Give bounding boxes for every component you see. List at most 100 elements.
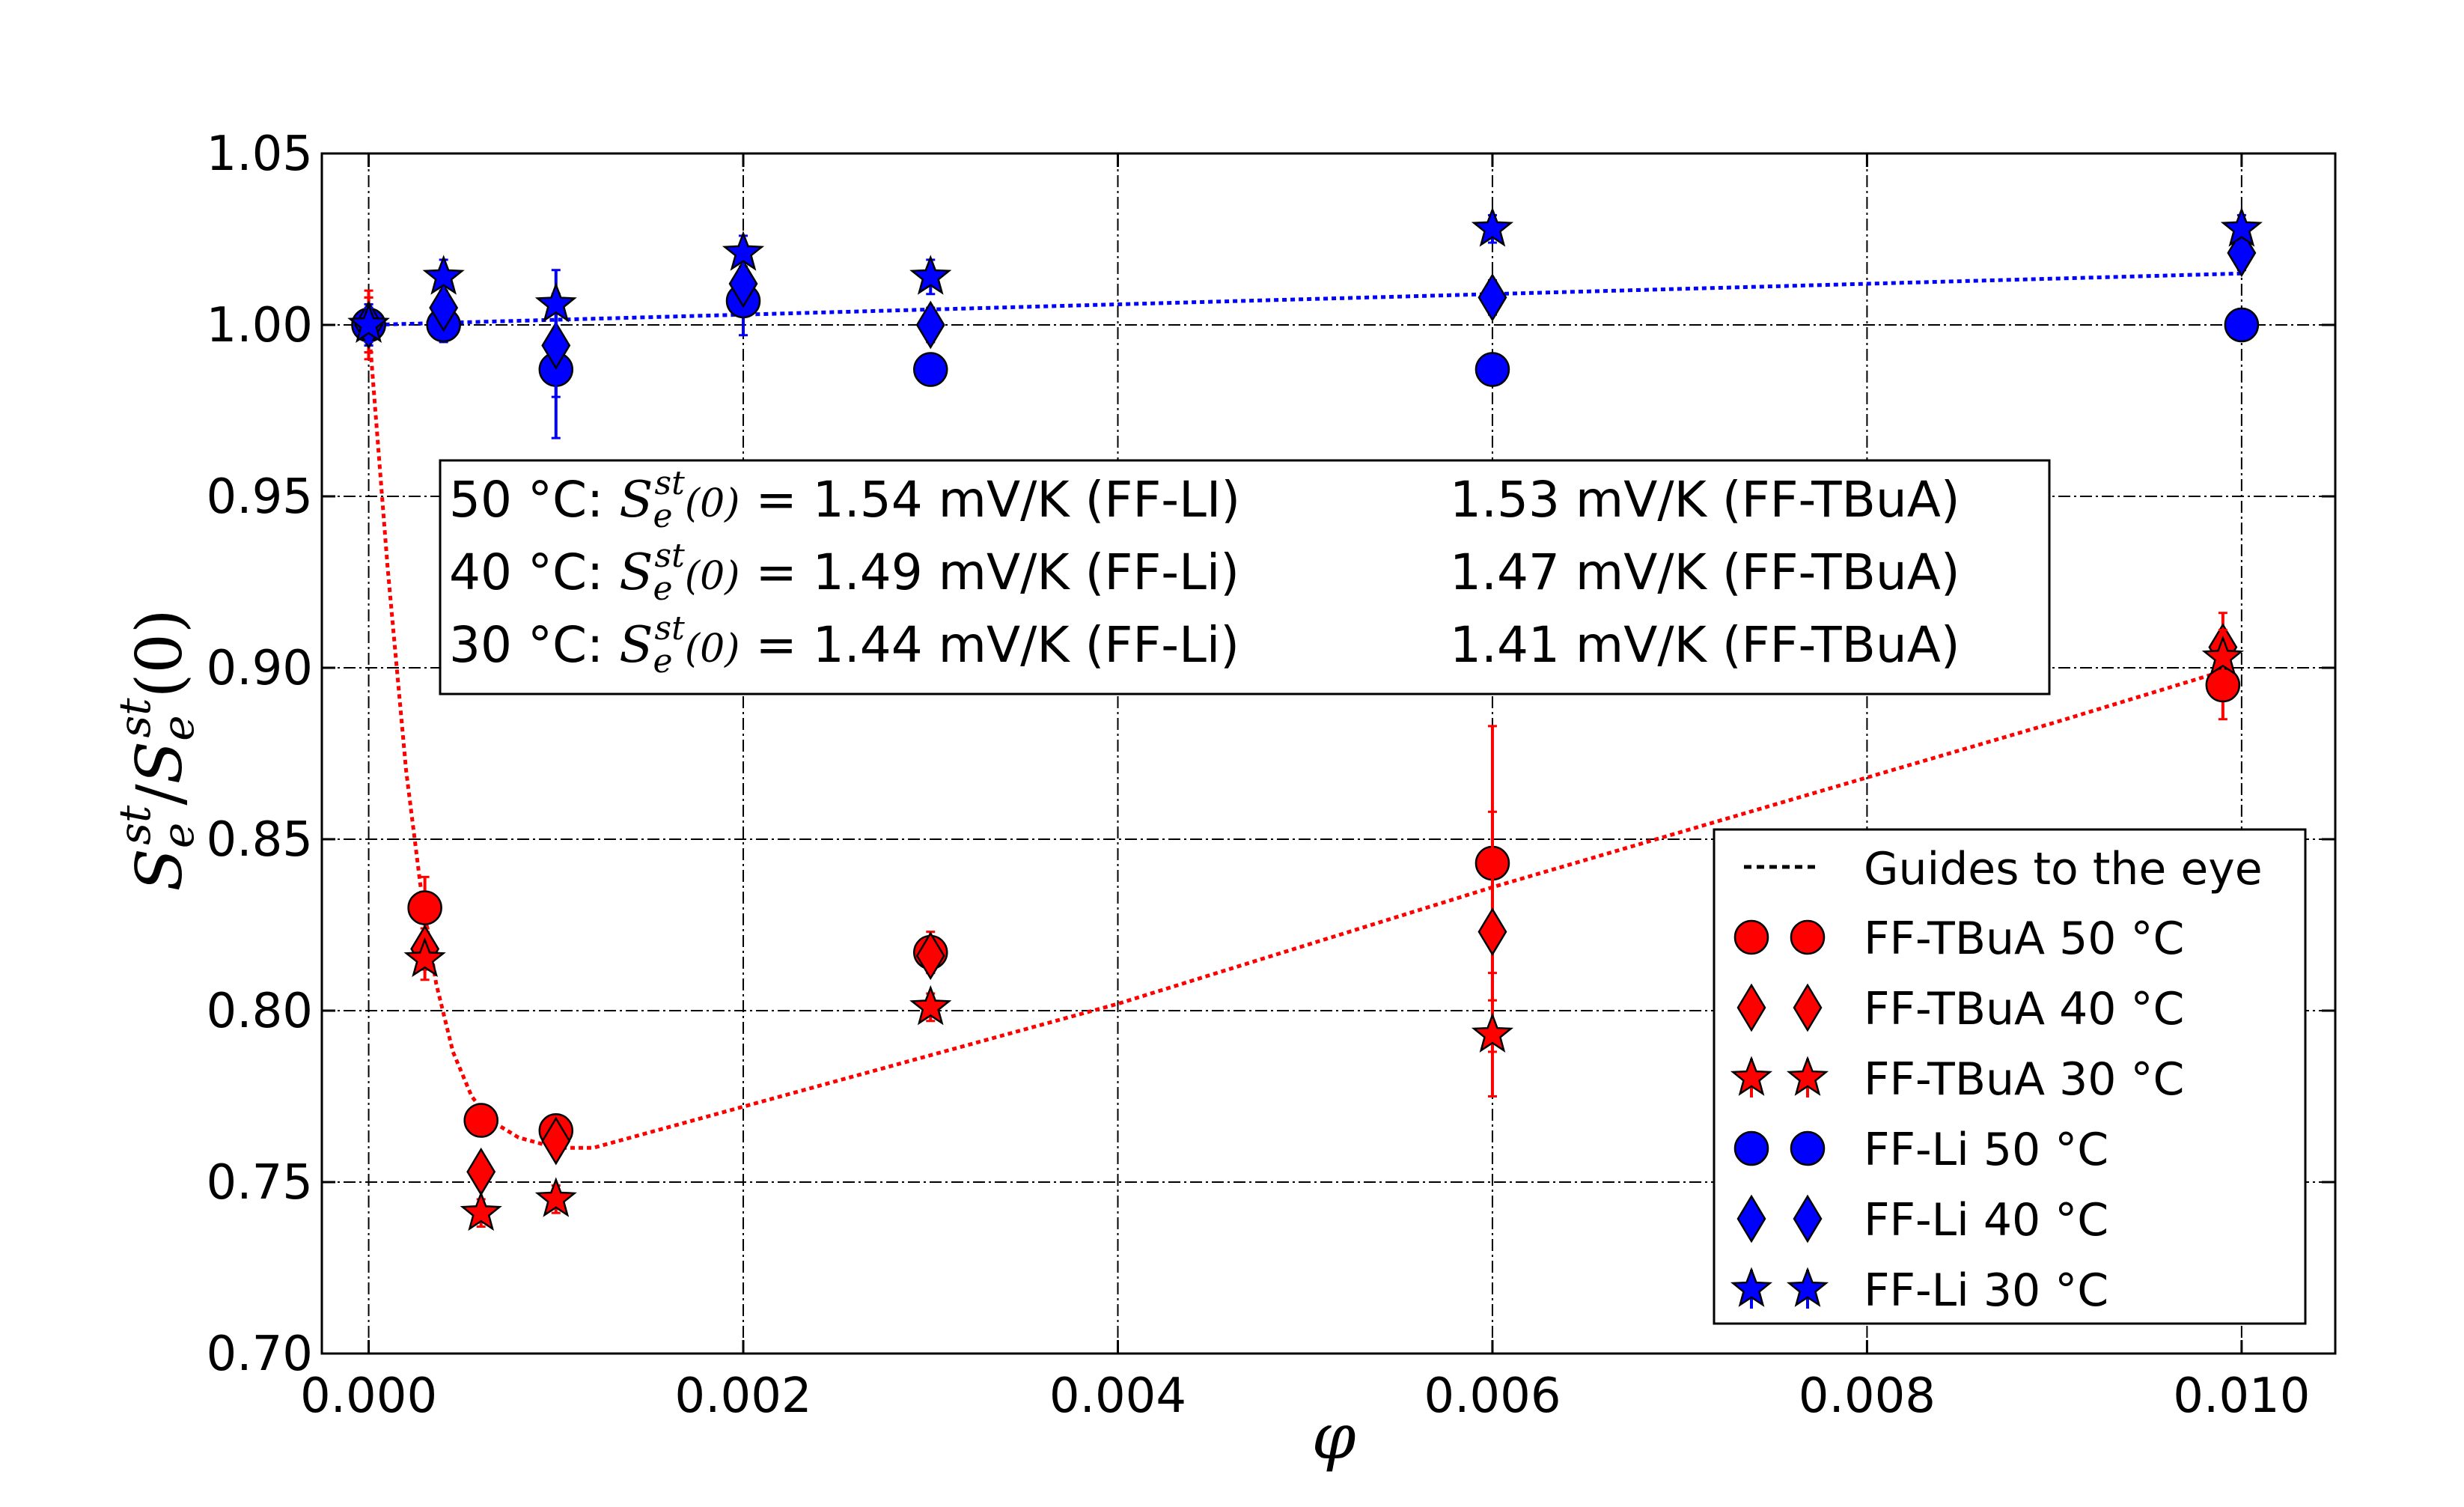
annotation-tbua: 1.41 mV/K (FF-TBuA) (1450, 616, 1960, 674)
annotation-temp: 30 °C: (449, 616, 603, 674)
x-tick-label: 0.010 (2173, 1369, 2310, 1424)
data-point-star (2220, 207, 2263, 247)
data-point-circle (913, 352, 948, 387)
data-point-star (534, 281, 577, 323)
data-point-star (909, 984, 952, 1026)
legend-marker-star (1786, 1056, 1829, 1096)
legend-marker-circle (1733, 1130, 1769, 1166)
legend-marker-star (1786, 1267, 1829, 1307)
legend-marker-diamond (1736, 983, 1766, 1032)
legend: Guides to the eye FF-TBuA 50 °C FF-TBuA 4… (1713, 828, 2307, 1325)
x-axis-label: φ (1312, 1400, 1356, 1473)
legend-entry: FF-TBuA 30 °C (1730, 1053, 2184, 1106)
data-point-diamond (915, 300, 945, 350)
data-point-diamond (1478, 273, 1507, 322)
annotation-line-50: 50 °C: Sest(0) = 1.54 mV/K (FF-LI) 1.53 … (449, 464, 1960, 535)
legend-marker-diamond (1736, 1194, 1766, 1243)
data-point-diamond (1478, 907, 1507, 957)
data-point-star (722, 231, 765, 271)
legend-marker-star (1730, 1056, 1773, 1096)
annotation-li: = 1.44 mV/K (FF-Li) (755, 616, 1239, 674)
legend-marker-star (1730, 1267, 1773, 1307)
y-label-s2: S (123, 741, 196, 785)
legend-label: FF-TBuA 40 °C (1864, 983, 2184, 1035)
annotation-temp: 50 °C: (449, 471, 603, 529)
y-label-sub1: e (153, 823, 204, 848)
legend-marker-circle (1790, 1130, 1826, 1166)
data-point-diamond (429, 283, 459, 332)
data-point-diamond (541, 321, 571, 370)
y-tick-label: 0.85 (207, 812, 314, 868)
annotation-sub: e (653, 497, 673, 535)
legend-entries: FF-TBuA 50 °C FF-TBuA 40 °C FF-TBuA 30 °C F… (1730, 913, 2184, 1317)
y-label-slash: / (123, 784, 196, 806)
y-tick-label: 0.95 (207, 469, 314, 525)
x-tick-label: 0.002 (674, 1369, 811, 1424)
legend-entry: FF-TBuA 50 °C (1733, 913, 2184, 965)
annotation-sup: st (655, 609, 686, 648)
svg-text:40 °C: Sest(0) = 1.49 mV/K (FF: 40 °C: Sest(0) = 1.49 mV/K (FF-Li) (449, 537, 1239, 608)
data-point-diamond (728, 259, 758, 308)
svg-text:50 °C: Sest(0) = 1.54 mV/K (FF: 50 °C: Sest(0) = 1.54 mV/K (FF-LI) (449, 464, 1240, 535)
annotation-symbol: S (619, 471, 653, 529)
data-point-star (460, 1190, 502, 1232)
annotation-box: 50 °C: Sest(0) = 1.54 mV/K (FF-LI) 1.53 … (439, 459, 2051, 695)
data-point-star (403, 937, 446, 978)
annotation-li: = 1.54 mV/K (FF-LI) (755, 471, 1240, 529)
annotation-line-30: 30 °C: Sest(0) = 1.44 mV/K (FF-Li) 1.41 … (449, 609, 1960, 681)
data-point-star (1471, 207, 1514, 247)
legend-entry: FF-Li 30 °C (1730, 1264, 2108, 1317)
data-point-circle (2224, 307, 2260, 343)
data-point-circle (407, 890, 442, 925)
series-ff-li-30-c (347, 207, 2263, 344)
red-guide (367, 324, 2224, 1150)
y-tick-label: 0.75 (207, 1155, 314, 1211)
legend-marker-diamond (1793, 983, 1823, 1032)
data-point-diamond (541, 1116, 571, 1166)
annotation-tbua: 1.53 mV/K (FF-TBuA) (1450, 471, 1960, 529)
y-tick-label: 0.70 (207, 1327, 314, 1382)
y-label-sup1: st (109, 805, 160, 845)
svg-text:30 °C: Sest(0) = 1.44 mV/K (FF: 30 °C: Sest(0) = 1.44 mV/K (FF-Li) (449, 609, 1239, 681)
x-tick-label: 0.008 (1799, 1369, 1936, 1424)
legend-entry: FF-TBuA 40 °C (1736, 983, 2184, 1035)
legend-label: FF-Li 50 °C (1864, 1124, 2108, 1176)
data-point-circle (1475, 352, 1510, 387)
legend-marker-circle (1733, 919, 1769, 955)
annotation-arg: (0) (685, 627, 740, 672)
annotation-sup: st (655, 464, 686, 502)
data-point-star (422, 255, 465, 295)
legend-label: FF-Li 40 °C (1864, 1194, 2108, 1246)
legend-marker-circle (1790, 919, 1826, 955)
data-point-diamond (915, 931, 945, 981)
data-point-star (347, 302, 390, 343)
plot-frame (320, 152, 2337, 1355)
svg-text:Sest/Sest(0): Sest/Sest(0) (109, 609, 204, 891)
legend-entry: FF-Li 40 °C (1736, 1194, 2108, 1246)
annotation-symbol: S (619, 544, 653, 601)
y-label-s1: S (123, 848, 196, 892)
legend-label: FF-TBuA 50 °C (1864, 913, 2184, 965)
annotation-arg: (0) (685, 554, 740, 599)
x-tick-label: 0.004 (1049, 1369, 1186, 1424)
x-tick-label: 0.000 (300, 1369, 437, 1424)
annotation-tbua: 1.47 mV/K (FF-TBuA) (1450, 544, 1960, 601)
data-point-star (534, 1177, 577, 1217)
legend-label: FF-TBuA 30 °C (1864, 1053, 2184, 1106)
annotation-temp: 40 °C: (449, 544, 603, 601)
y-axis-label: Sest/Sest(0) (109, 609, 204, 891)
annotation-frame (439, 459, 2051, 695)
x-tick-label: 0.006 (1424, 1369, 1561, 1424)
legend-marker-diamond (1793, 1194, 1823, 1243)
annotation-line-40: 40 °C: Sest(0) = 1.49 mV/K (FF-Li) 1.47 … (449, 537, 1960, 608)
y-label-arg: (0) (123, 609, 196, 698)
y-label-sup2: st (109, 698, 160, 738)
legend-guides-label: Guides to the eye (1864, 843, 2263, 895)
tick-layer: 0.000 0.002 0.004 0.006 0.008 0.010 0.70 0.75 0.… (207, 127, 2335, 1424)
annotation-sub: e (653, 570, 673, 608)
data-point-star (2201, 635, 2244, 676)
legend-entry: FF-Li 50 °C (1733, 1124, 2108, 1176)
y-tick-label: 1.05 (207, 127, 314, 182)
